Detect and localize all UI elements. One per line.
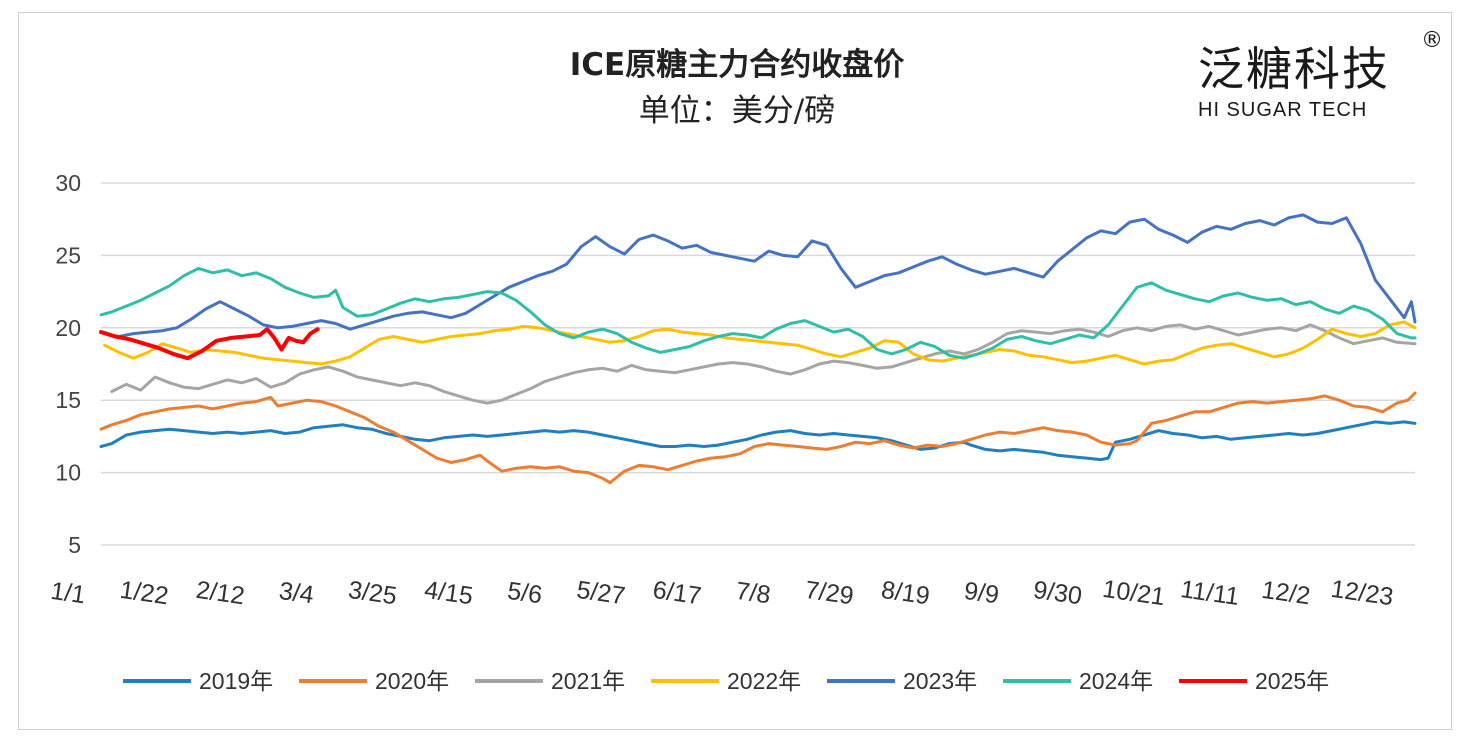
y-tick-label: 5	[68, 532, 81, 558]
legend-label: 2022年	[727, 668, 801, 694]
x-tick-label: 9/30	[1032, 576, 1084, 611]
y-axis-ticks: 5 10 15 20 25 30	[55, 170, 81, 558]
series-line-2024年	[99, 266, 1417, 360]
x-tick-label: 1/22	[118, 576, 170, 611]
legend-label: 2021年	[551, 668, 625, 694]
series-line-2019年	[99, 420, 1417, 462]
y-tick-label: 30	[55, 170, 81, 196]
logo-english-text: HI SUGAR TECH	[1198, 99, 1367, 121]
series-line-2022年	[103, 320, 1417, 366]
y-tick-label: 20	[55, 315, 81, 341]
line-chart: ICE原糖主力合约收盘价 单位：美分/磅 泛糖科技 ® HI SUGAR TEC…	[49, 28, 1443, 694]
brand-logo: 泛糖科技 ® HI SUGAR TECH	[1198, 28, 1443, 121]
legend: 2019年 2020年 2021年 2022年 2023年 2024年 2025年	[123, 668, 1329, 694]
series-line-2023年	[106, 213, 1417, 338]
x-tick-label: 7/29	[803, 576, 855, 611]
x-tick-label: 1/1	[49, 577, 87, 610]
x-tick-label: 8/19	[879, 576, 931, 611]
y-tick-label: 25	[55, 242, 81, 268]
series-line-2025年	[99, 327, 320, 361]
series-lines	[99, 213, 1417, 485]
y-tick-label: 15	[55, 387, 81, 413]
x-tick-label: 12/2	[1260, 576, 1312, 611]
legend-label: 2024年	[1079, 668, 1153, 694]
x-tick-label: 10/21	[1101, 575, 1167, 611]
x-tick-label: 7/8	[734, 577, 772, 610]
chart-title: ICE原糖主力合约收盘价	[570, 47, 904, 83]
x-tick-label: 2/12	[194, 576, 246, 611]
legend-label: 2023年	[903, 668, 977, 694]
x-tick-label: 3/4	[277, 577, 315, 610]
x-tick-label: 6/17	[651, 576, 703, 611]
x-axis-ticks: 1/1 1/22 2/12 3/4 3/25 4/15 5/6 5/27 6/17 7/8 7/29…	[49, 575, 1395, 611]
legend-label: 2025年	[1255, 668, 1329, 694]
chart-subtitle: 单位：美分/磅	[639, 93, 835, 129]
x-tick-label: 3/25	[347, 576, 399, 611]
legend-label: 2019年	[199, 668, 273, 694]
logo-chinese-text: 泛糖科技	[1198, 42, 1390, 96]
logo-registered-mark: ®	[1421, 28, 1443, 53]
x-tick-label: 9/9	[962, 577, 1000, 610]
chart-frame: ICE原糖主力合约收盘价 单位：美分/磅 泛糖科技 ® HI SUGAR TEC…	[18, 12, 1452, 730]
x-tick-label: 11/11	[1179, 575, 1241, 611]
series-line-2021年	[110, 323, 1417, 405]
x-tick-label: 5/6	[506, 577, 544, 610]
series-line-2020年	[99, 391, 1417, 485]
y-tick-label: 10	[55, 460, 81, 486]
legend-label: 2020年	[375, 668, 449, 694]
x-tick-label: 4/15	[423, 576, 475, 611]
x-tick-label: 12/23	[1329, 575, 1395, 611]
gridlines	[101, 182, 1415, 546]
x-tick-label: 5/27	[575, 576, 627, 611]
